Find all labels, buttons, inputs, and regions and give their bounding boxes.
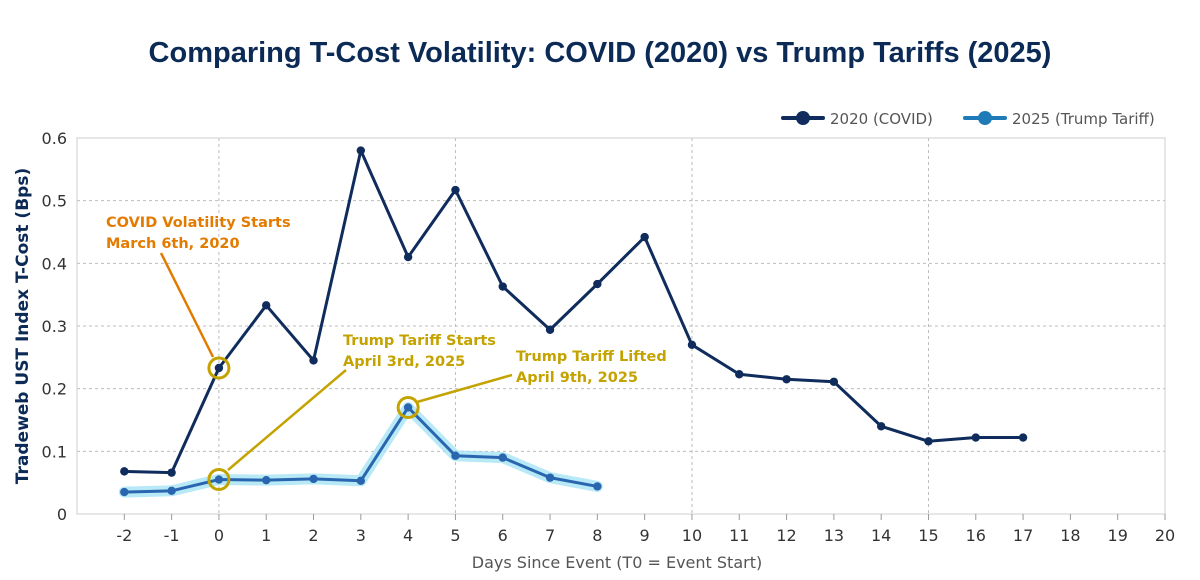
plot-frame [76,137,1166,515]
legend-swatch-marker [978,111,992,125]
x-tick-label: 20 [1155,526,1175,545]
data-point [309,474,318,484]
y-axis-label: Tradeweb UST Index T-Cost (Bps) [13,168,33,484]
data-point [214,475,224,484]
data-point [782,375,791,384]
annotation-text-halo: April 3rd, 2025 [343,354,465,370]
data-point [593,482,602,491]
annotation-leader-line [416,373,513,404]
highlight-ring [207,356,231,380]
annotation-text: April 9th, 2025 [516,370,638,386]
data-point [735,370,744,379]
legend: 2020 (COVID) 2025 (Trump Tariff) [781,110,1155,128]
y-tick-label: 0.6 [42,129,67,148]
annotation-text: March 6th, 2020 [106,236,240,252]
annotation-text-halo: April 9th, 2025 [516,370,638,386]
annotation-text: COVID Volatility Starts [106,215,291,231]
legend-label: 2025 (Trump Tariff) [1012,110,1155,128]
x-tick-label: 1 [261,526,271,545]
data-point [593,279,602,289]
y-tick-label: 0.4 [42,254,67,273]
y-tick-label: 0 [57,505,67,524]
x-tick-label: 4 [403,526,413,545]
data-point [498,282,507,291]
data-point [451,451,460,460]
series-line [124,149,1024,475]
annotation-leader-line [159,252,215,358]
data-point [1018,433,1028,442]
y-tick-label: 0.2 [42,380,67,399]
x-tick-label: 16 [966,526,986,545]
data-point [498,453,507,462]
x-tick-label: 5 [450,526,460,545]
x-tick-label: -2 [116,526,132,545]
x-tick-label: 10 [682,526,702,545]
x-tick-label: -1 [164,526,180,545]
y-tick-label: 0.3 [42,317,67,336]
x-tick-label: 12 [776,526,796,545]
data-point [262,301,271,310]
x-tick-label: 15 [918,526,938,545]
data-point [403,252,413,262]
data-point [545,325,555,334]
data-point [309,356,318,365]
x-tick-label: 11 [729,526,749,545]
data-point [451,185,460,195]
y-tick-label: 0.5 [42,192,67,211]
data-point [687,340,697,349]
annotation-text-halo: Trump Tariff Lifted [516,349,667,365]
highlight-ring [207,468,231,492]
annotation-text-halo: COVID Volatility Starts [106,215,291,231]
x-tick-label: 9 [640,526,650,545]
highlight-ring [396,395,420,419]
x-tick-label: 0 [214,526,224,545]
y-tick-label: 0.1 [42,442,67,461]
data-point [262,475,271,485]
x-axis-ticks: -2 -1 0 1 2 3 4 5 6 7 8 9 10 11 12 13 14 15 16 17 18 19 20 [116,514,1175,545]
annotation-text: Trump Tariff Starts [343,333,496,349]
x-tick-label: 8 [592,526,602,545]
data-point [120,467,129,476]
x-tick-label: 19 [1108,526,1128,545]
data-point [167,468,176,477]
y-axis-ticks: 0 0.1 0.2 0.3 0.4 0.5 0.6 [42,129,67,524]
data-point [971,433,980,442]
x-tick-label: 14 [871,526,891,545]
data-point [403,403,413,412]
legend-swatch-marker [796,111,810,125]
data-point [876,422,886,431]
x-tick-label: 3 [356,526,366,545]
series-layer [118,146,1028,498]
annotation-leader-line [227,369,347,471]
annotation-text: April 3rd, 2025 [343,354,465,370]
data-point [545,473,555,482]
x-tick-label: 17 [1013,526,1033,545]
data-point [120,487,129,497]
chart-title: Comparing T-Cost Volatility: COVID (2020… [149,37,1052,69]
x-tick-label: 13 [824,526,844,545]
annotation-text-halo: March 6th, 2020 [106,236,240,252]
x-axis-label: Days Since Event (T0 = Event Start) [472,553,762,572]
legend-label: 2020 (COVID) [830,110,933,128]
data-point [214,363,224,373]
data-point [356,146,366,155]
data-point [167,486,176,496]
x-tick-label: 2 [308,526,318,545]
data-point [640,232,649,242]
x-tick-label: 7 [545,526,555,545]
data-point [356,476,366,485]
gridlines [77,137,1166,515]
annotation-text-halo: Trump Tariff Starts [343,333,496,349]
x-tick-label: 6 [498,526,508,545]
x-tick-label: 18 [1060,526,1080,545]
data-point [829,377,839,386]
annotation-text: Trump Tariff Lifted [516,349,667,365]
data-point [924,437,933,446]
